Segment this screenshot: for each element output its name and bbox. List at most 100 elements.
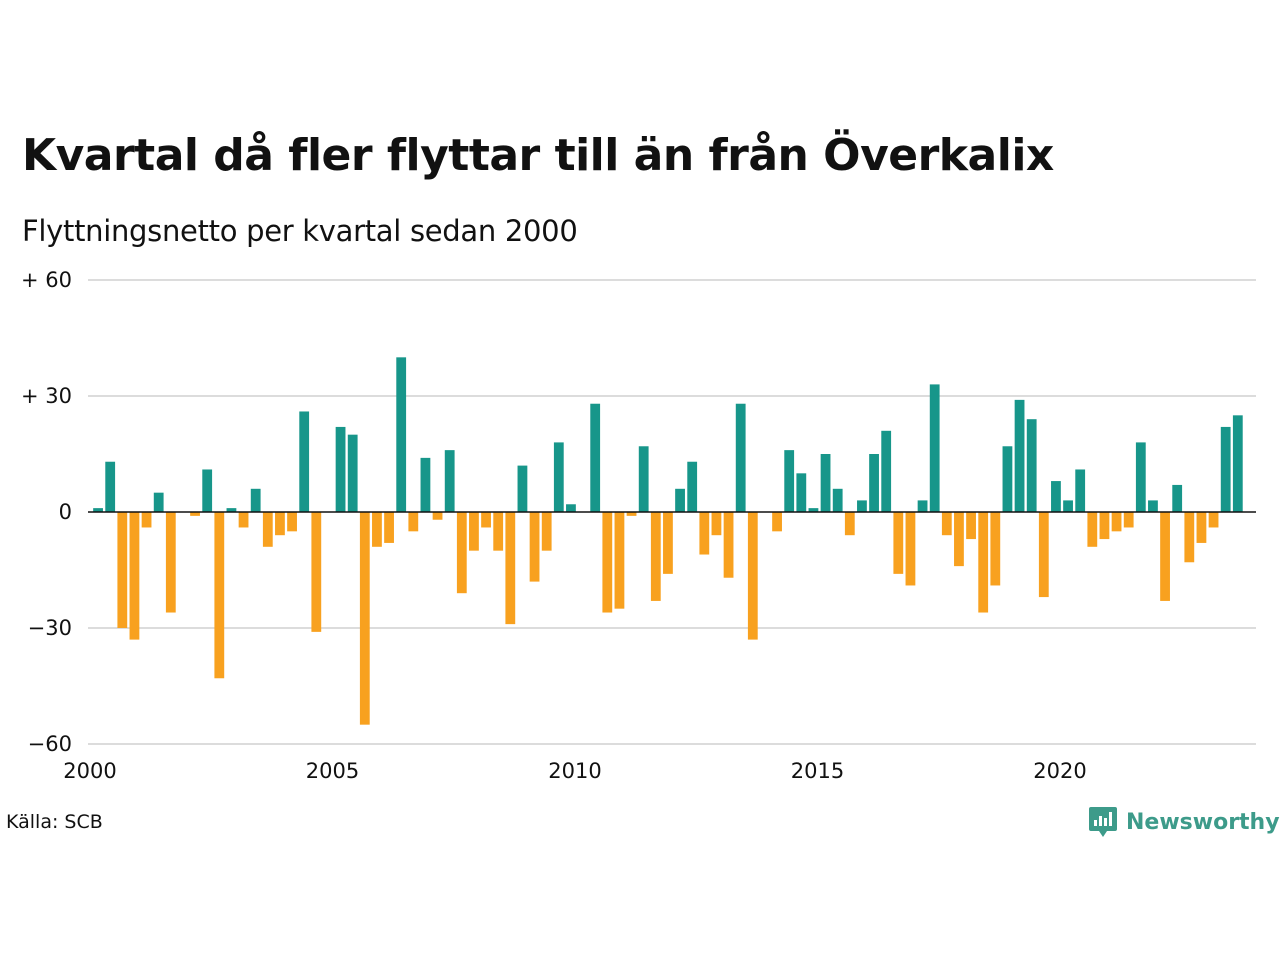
bar [1014,399,1025,512]
bar [1026,419,1037,512]
bar [456,512,467,594]
bar [893,512,904,574]
bar [396,357,407,512]
bar [590,403,601,512]
bar [311,512,322,632]
bar [444,450,455,512]
bar [675,488,685,512]
bar [335,426,346,512]
x-tick-label: 2015 [791,759,844,783]
bar [820,454,831,512]
bar [844,512,855,536]
bar [747,512,758,640]
bar [1196,512,1207,543]
source-note: Källa: SCB [6,811,103,833]
brand-name: Newsworthy [1126,809,1280,835]
bar [262,512,273,547]
bar [1123,512,1134,528]
bar [602,512,613,613]
bar [384,512,394,543]
bar [250,488,261,512]
y-tick-label: + 30 [21,384,72,408]
bar [165,512,176,613]
bar [105,461,116,512]
bar [1051,481,1061,512]
bar [190,512,200,516]
bar [299,411,310,512]
bar [784,450,795,512]
bar [990,512,1001,586]
bar [663,512,673,574]
bar [202,469,213,512]
bar [699,512,710,555]
y-tick-label: −30 [28,616,72,640]
bar-chart: + 60 + 30 0 −30 −60 2000 2005 2010 2015 2020 [21,268,1256,783]
bar [287,512,297,532]
bar [796,473,807,512]
grid-lines [88,279,1256,745]
bar [1099,512,1110,540]
bar [723,512,734,578]
bar [905,512,916,586]
bar [1160,512,1170,601]
bar [857,500,867,512]
bar [954,512,964,567]
bar [772,512,782,532]
bar [941,512,952,536]
bar [978,512,989,613]
bar [1002,446,1013,512]
bar [869,454,879,512]
bar [614,512,625,609]
bar [832,488,843,512]
bar [541,512,552,551]
bar [275,512,285,536]
chart-subtitle: Flyttningsnetto per kvartal sedan 2000 [22,214,578,248]
bar [1220,426,1231,512]
bar [372,512,382,547]
y-tick-label: 0 [59,500,72,524]
bar [917,500,928,512]
axes: + 60 + 30 0 −30 −60 2000 2005 2010 2015 2020 [21,268,1256,783]
bar [517,465,528,512]
bar [1111,512,1122,532]
bar [420,457,431,512]
bar [1075,469,1086,512]
brand-logo: Newsworthy [1088,804,1280,840]
bar [966,512,976,540]
bar [93,508,103,512]
bars [93,357,1243,725]
bar [129,512,140,640]
bar [481,512,491,528]
x-tick-label: 2020 [1033,759,1086,783]
bar [1172,484,1183,512]
bar [238,512,249,528]
bar [505,512,516,625]
bar [359,512,370,725]
bar [638,446,649,512]
bar [1148,500,1158,512]
bar [1184,512,1195,563]
bar [650,512,661,601]
x-tick-label: 2005 [306,759,359,783]
bar [432,512,443,520]
bar [153,492,164,512]
bar [493,512,504,551]
bar [141,512,152,528]
bar [1087,512,1098,547]
bar [214,512,225,679]
bar [1038,512,1049,598]
bar [808,508,819,512]
x-tick-label: 2010 [548,759,601,783]
y-tick-label: + 60 [21,268,72,292]
chart-title: Kvartal då fler flyttar till än från Öve… [22,130,1054,181]
bar [117,512,128,628]
bar [529,512,540,582]
bar-chart-speech-bubble-icon [1089,807,1117,837]
bar [881,430,892,512]
bar [1063,500,1073,512]
bar [553,442,564,512]
y-tick-label: −60 [28,732,72,756]
bar [469,512,479,551]
bar [347,434,358,512]
bar [1232,415,1243,512]
